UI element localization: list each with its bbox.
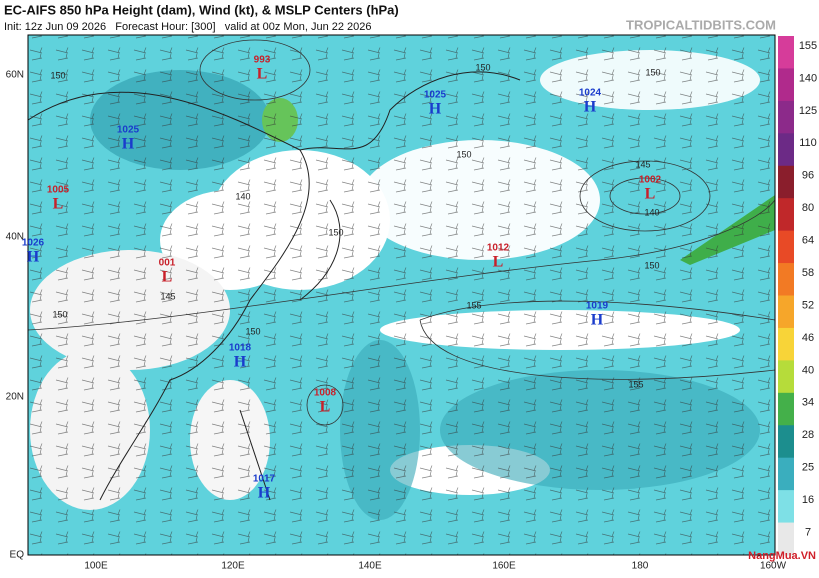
- pressure-value: 1008: [314, 388, 337, 399]
- pressure-letter: L: [53, 196, 64, 213]
- colorbar-label: 140: [799, 72, 817, 84]
- colorbar-swatch: [778, 133, 794, 167]
- colorbar-swatch: [778, 295, 794, 329]
- pressure-value: 1025: [424, 90, 447, 101]
- pressure-value: 001: [159, 258, 176, 269]
- pressure-letter: L: [320, 399, 331, 416]
- contour-label: 150: [52, 309, 67, 319]
- contour-label: 150: [328, 227, 343, 237]
- pressure-value: 1002: [639, 175, 662, 186]
- longitude-label: 160W: [760, 561, 787, 572]
- colorbar-label: 7: [805, 526, 811, 538]
- longitude-label: 140E: [358, 561, 382, 572]
- colorbar-label: 40: [802, 364, 814, 376]
- contour-label: 150: [50, 70, 65, 80]
- colorbar-swatch: [778, 230, 794, 264]
- colorbar-label: 25: [802, 462, 814, 474]
- contour-label: 140: [235, 191, 250, 201]
- pressure-letter: H: [234, 354, 247, 371]
- site-name: TROPICALTIDBITS.COM: [626, 17, 776, 32]
- contour-label: 145: [160, 291, 175, 301]
- colorbar-swatch: [778, 522, 794, 556]
- contour-label: 155: [628, 379, 643, 389]
- colorbar-swatch: [778, 165, 794, 199]
- longitude-label: 120E: [221, 561, 245, 572]
- contour-label: 150: [456, 149, 471, 159]
- pressure-letter: H: [27, 249, 40, 266]
- colorbar-swatch: [778, 392, 794, 426]
- colorbar-label: 52: [802, 299, 814, 311]
- colorbar-swatch: [778, 327, 794, 361]
- pressure-value: 1018: [229, 343, 252, 354]
- colorbar-swatch: [778, 36, 794, 69]
- watermark: NangMua.VN: [748, 550, 816, 562]
- pressure-value: 1017: [253, 474, 276, 485]
- contour-label: 150: [245, 326, 260, 336]
- pressure-letter: H: [429, 101, 442, 118]
- colorbar-swatch: [778, 263, 794, 296]
- subtitle: Init: 12z Jun 09 2026 Forecast Hour: [30…: [4, 21, 372, 33]
- colorbar-swatch: [778, 68, 794, 102]
- colorbar-swatch: [778, 490, 794, 524]
- contour-label: 145: [635, 159, 650, 169]
- pressure-letter: H: [584, 99, 597, 116]
- contour-label: 150: [645, 67, 660, 77]
- colorbar-label: 58: [802, 267, 814, 279]
- colorbar-label: 16: [802, 494, 814, 506]
- latitude-label: 20N: [6, 392, 24, 403]
- longitude-label: 180: [632, 561, 649, 572]
- map-area: [27, 34, 776, 556]
- colorbar-label: 34: [802, 397, 814, 409]
- colorbar-label: 80: [802, 202, 814, 214]
- latitude-label: 60N: [6, 70, 24, 81]
- pressure-letter: H: [591, 312, 604, 329]
- latitude-label: EQ: [10, 550, 25, 561]
- colorbar-swatch: [778, 100, 794, 134]
- pressure-value: 1019: [586, 301, 609, 312]
- colorbar-swatch: [778, 457, 794, 491]
- pressure-value: 1026: [22, 238, 45, 249]
- colorbar-swatch: [778, 198, 794, 232]
- colorbar-label: 64: [802, 235, 814, 247]
- longitude-label: 100E: [84, 561, 108, 572]
- pressure-letter: L: [257, 66, 268, 83]
- colorbar-swatch: [778, 360, 794, 394]
- contour-label: 150: [475, 62, 490, 72]
- pressure-letter: L: [162, 269, 173, 286]
- colorbar-label: 155: [799, 40, 817, 52]
- pressure-letter: H: [258, 485, 271, 502]
- colorbar-label: 110: [799, 137, 817, 149]
- pressure-value: 1024: [579, 88, 602, 99]
- pressure-letter: L: [493, 254, 504, 271]
- colorbar-label: 125: [799, 105, 817, 117]
- pressure-value: 1025: [117, 125, 140, 136]
- colorbar-label: 46: [802, 332, 814, 344]
- latitude-label: 40N: [6, 232, 24, 243]
- colorbar-label: 96: [802, 170, 814, 182]
- contour-label: 150: [644, 260, 659, 270]
- pressure-value: 1012: [487, 243, 510, 254]
- colorbar-swatch: [778, 425, 794, 459]
- title: EC-AIFS 850 hPa Height (dam), Wind (kt),…: [4, 2, 399, 17]
- colorbar-label: 28: [802, 429, 814, 441]
- pressure-letter: L: [645, 186, 656, 203]
- pressure-letter: H: [122, 136, 135, 153]
- contour-label: 155: [466, 300, 481, 310]
- pressure-value: 993: [254, 55, 271, 66]
- longitude-label: 160E: [492, 561, 516, 572]
- pressure-value: 1005: [47, 185, 70, 196]
- contour-label: 140: [644, 207, 659, 217]
